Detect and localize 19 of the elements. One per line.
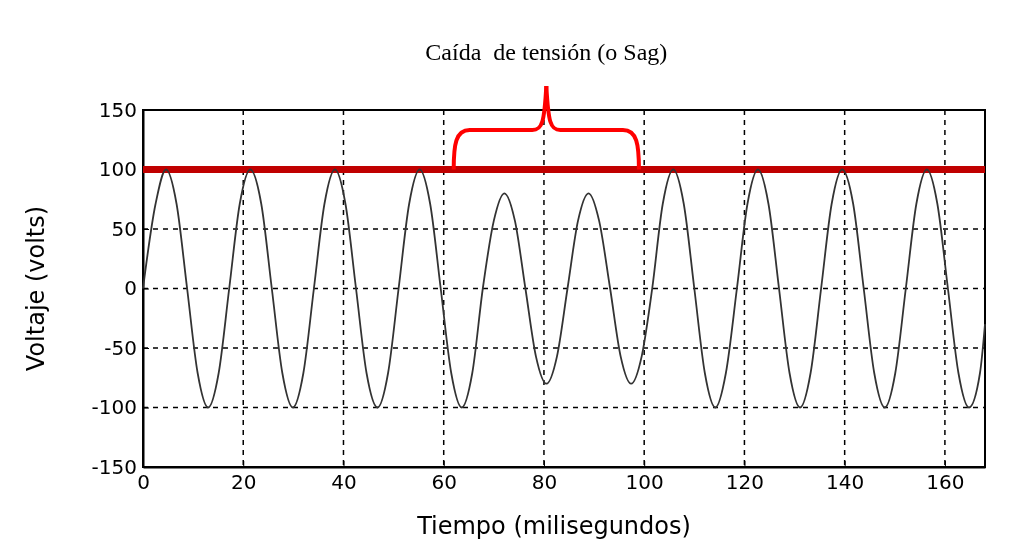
x-tick-label: 140: [826, 470, 865, 495]
y-tick-label: -50: [104, 335, 137, 360]
x-tick-label: 20: [231, 470, 257, 495]
x-axis-title: Tiempo (milisegundos): [416, 512, 691, 540]
y-axis-title: Voltaje (volts): [22, 205, 50, 372]
x-tick-label: 60: [431, 470, 457, 495]
y-tick-label: 0: [124, 276, 137, 301]
y-tick-label: -100: [91, 395, 137, 420]
x-tick-label: 40: [331, 470, 357, 495]
x-tick-label: 100: [625, 470, 664, 495]
y-tick-label: -150: [91, 454, 137, 479]
y-tick-label: 50: [111, 216, 137, 241]
x-tick-label: 120: [725, 470, 765, 495]
line-series: [142, 168, 986, 409]
x-tick-label: 160: [926, 470, 965, 495]
x-tick-label: 80: [531, 470, 558, 495]
chart-title: Caída de tensión (o Sag): [425, 39, 668, 65]
y-tick-label: 150: [98, 97, 137, 122]
y-tick-label: 100: [98, 157, 137, 182]
